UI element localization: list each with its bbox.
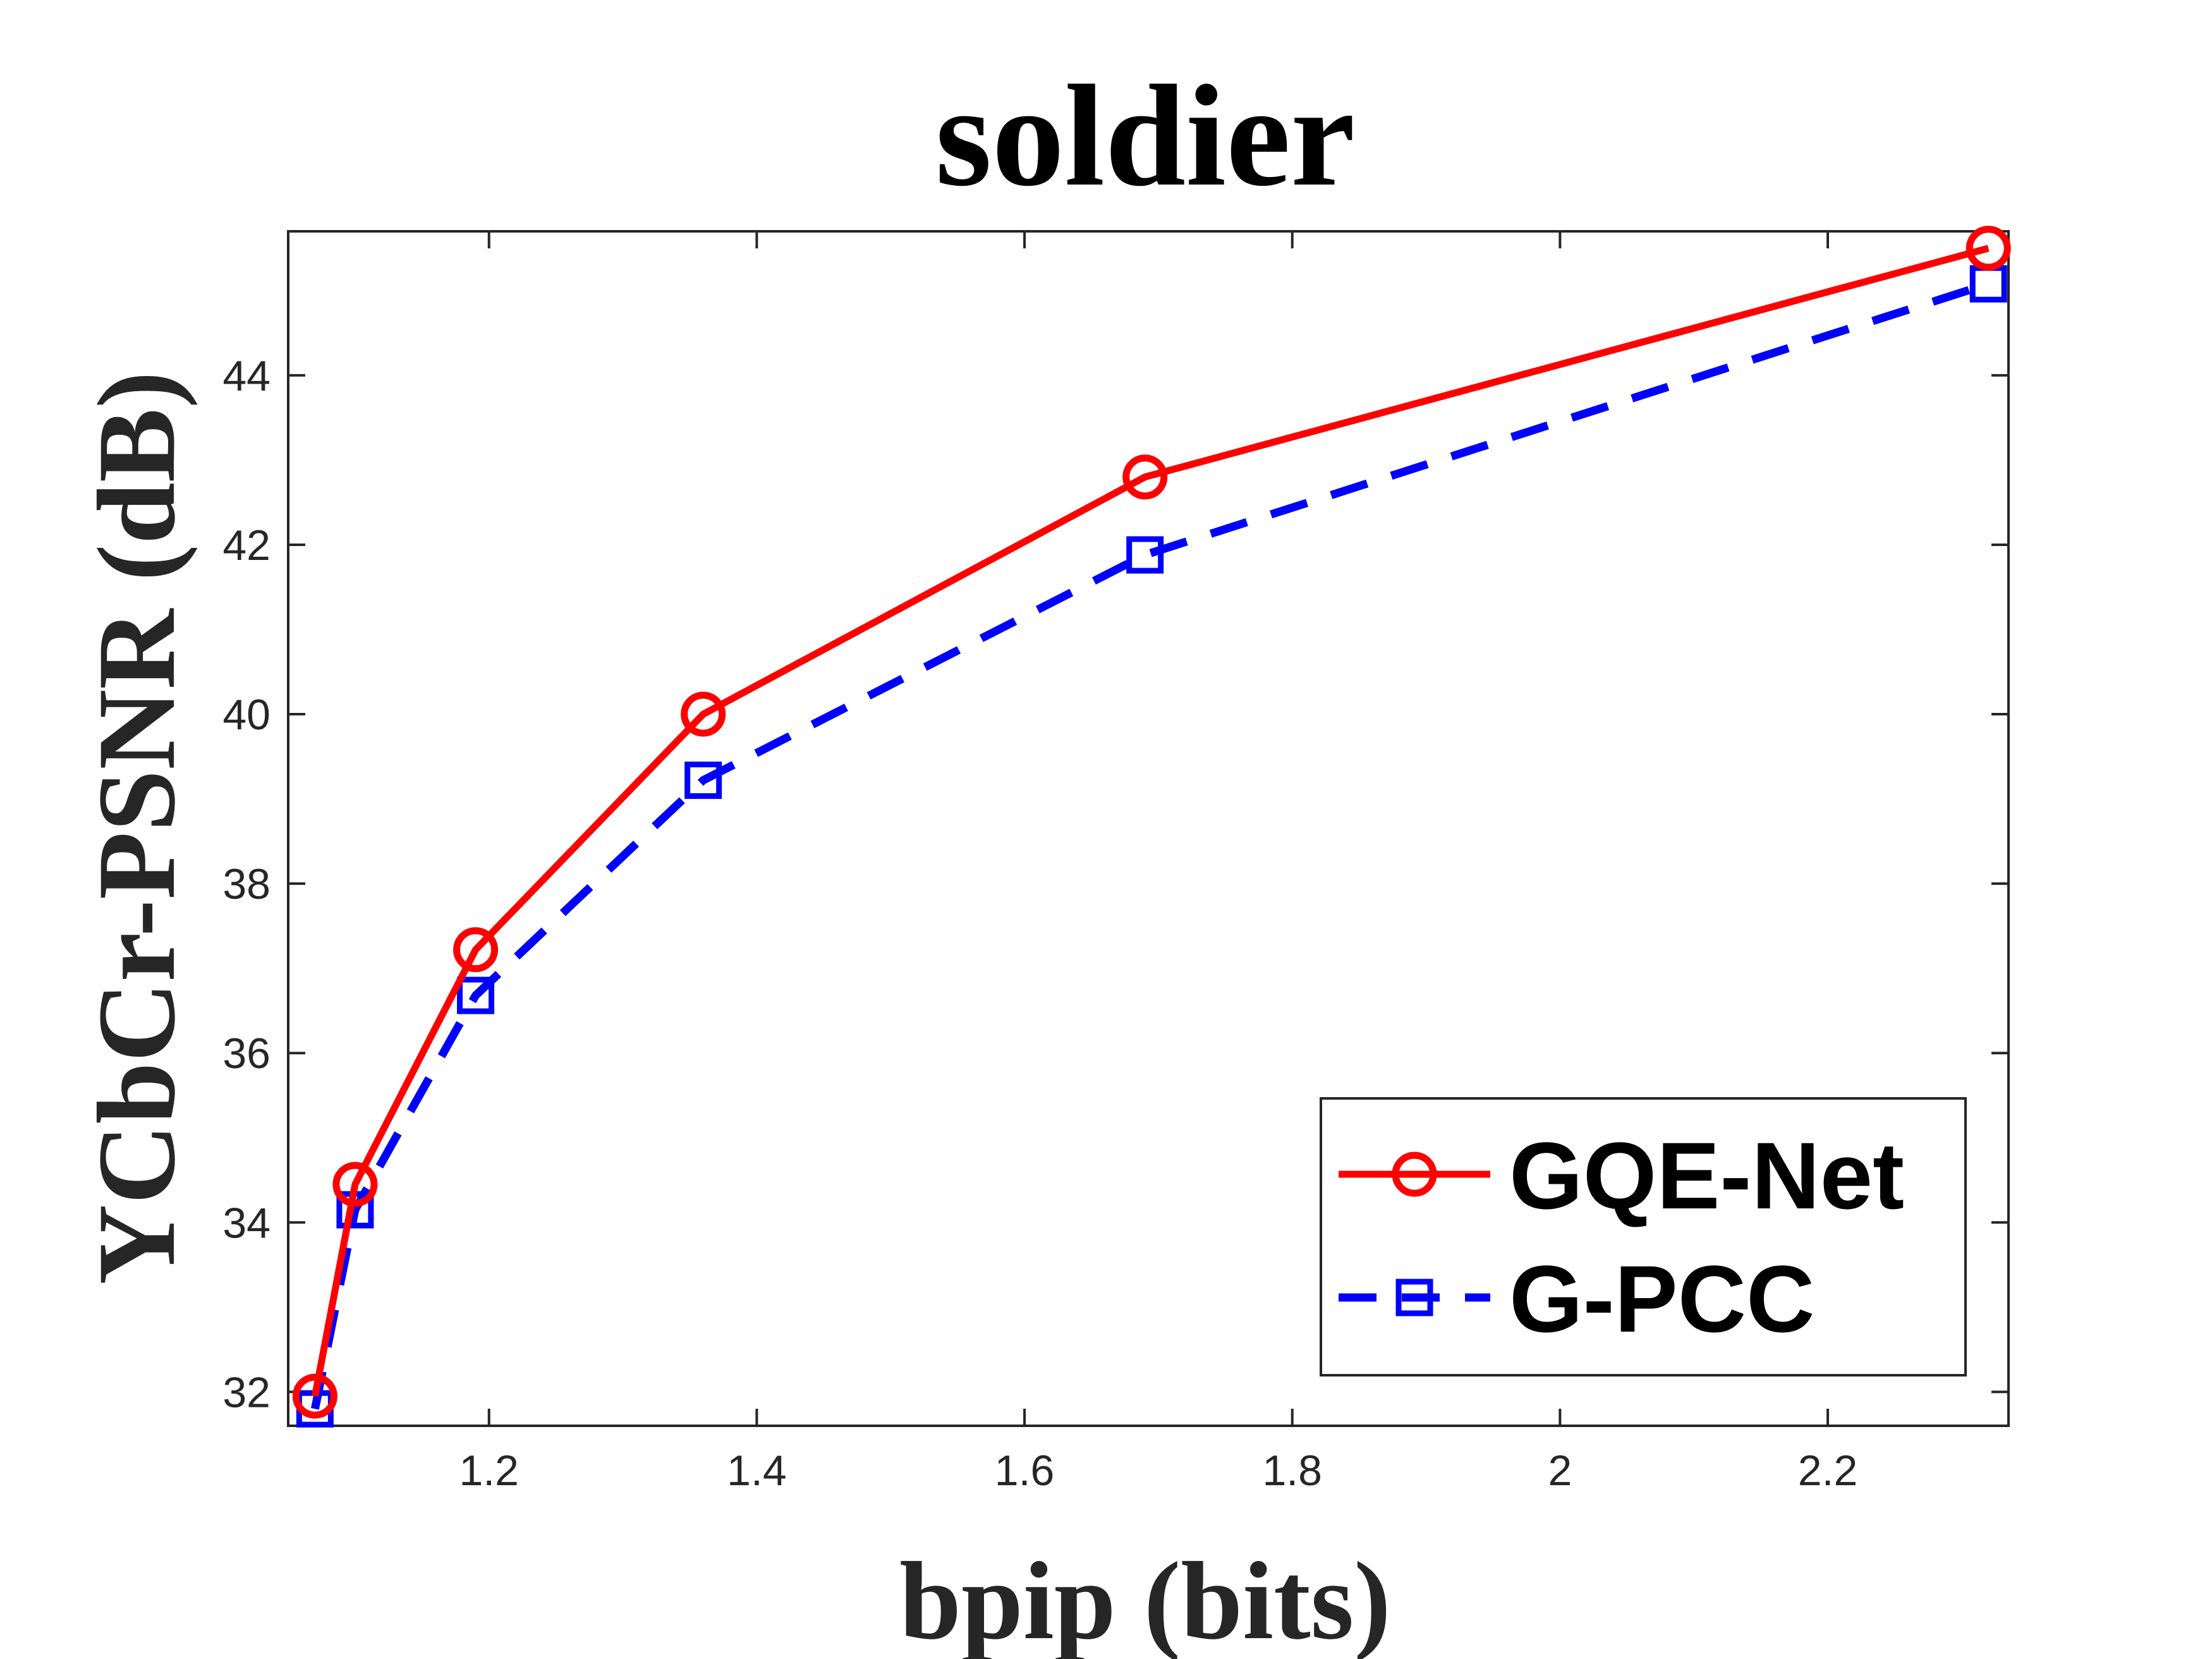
data-point [684,762,722,799]
legend-label: GQE-Net [1509,1122,1904,1229]
y-tick-label: 38 [222,860,270,908]
y-tick-label: 34 [222,1199,270,1247]
y-axis-ticks: 32 34 36 38 40 42 44 [222,352,2008,1416]
y-tick-label: 32 [222,1368,270,1416]
x-tick-label: 2.2 [1798,1447,1858,1495]
data-point [332,1162,378,1207]
x-tick-label: 1.6 [995,1447,1055,1495]
data-point [1122,454,1168,500]
series-layer [292,226,2011,1428]
x-tick-label: 1.4 [727,1447,787,1495]
y-tick-label: 40 [222,691,270,739]
legend-marker [1395,1279,1433,1316]
data-point [453,927,499,973]
legend-entries: GQE-Net G-PCC [1339,1122,1904,1352]
x-axis-ticks: 1.2 1.4 1.6 1.8 2 2.2 [459,231,1857,1495]
legend-marker [1392,1152,1437,1197]
data-point [292,1373,337,1419]
x-tick-label: 1.8 [1262,1447,1322,1495]
chart-title: soldier [935,55,1355,216]
data-point [681,691,726,737]
x-tick-label: 2 [1548,1447,1572,1495]
y-tick-label: 44 [222,352,270,400]
data-point [1126,536,1164,574]
data-point [1966,226,2011,271]
y-tick-label: 42 [222,521,270,569]
x-tick-label: 1.2 [459,1447,519,1495]
series-line [310,279,1990,1410]
y-tick-label: 36 [222,1030,270,1078]
legend-box [1320,1097,1967,1376]
legend: GQE-Net G-PCC [1320,1097,1967,1376]
series-line [311,245,1990,1397]
x-axis-title: bpip (bits) [899,1540,1391,1659]
data-point [457,976,495,1014]
legend-label: G-PCC [1509,1246,1814,1352]
y-axis-title: YCbCr-PSNR (dB) [75,371,198,1284]
